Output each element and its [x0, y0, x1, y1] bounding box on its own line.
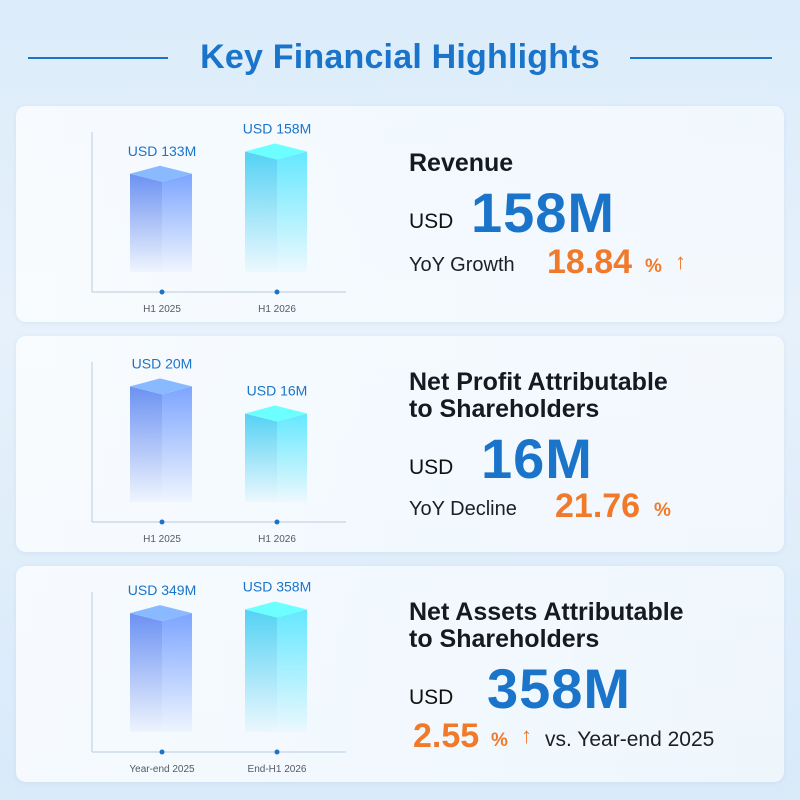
title-divider-left [28, 57, 168, 59]
tick-dot [274, 749, 280, 755]
x-tick-label: Year-end 2025 [129, 764, 195, 775]
data-label: USD 133M [128, 143, 196, 159]
assets-info: Net Assets Attributable to Shareholders … [409, 566, 779, 782]
metric-title-line1: Net Profit Attributable [409, 368, 668, 396]
bar [130, 605, 192, 732]
x-tick-label: End-H1 2026 [248, 764, 307, 775]
change-label: YoY Decline [409, 498, 517, 520]
tick-dot [274, 289, 280, 295]
percent-sign: % [645, 256, 662, 277]
bar [245, 143, 307, 272]
percent-sign: % [654, 500, 671, 521]
tick-dot [274, 519, 280, 525]
metric-value: 358M [487, 657, 632, 720]
change-suffix: vs. Year-end 2025 [545, 728, 715, 751]
currency-label: USD [409, 456, 454, 479]
profit-info: Net Profit Attributable to Shareholders … [409, 336, 779, 552]
bar [245, 405, 307, 502]
x-tick-label: H1 2025 [143, 534, 181, 545]
change-value: 2.55 [413, 717, 480, 755]
data-label: USD 158M [243, 121, 311, 137]
assets-card: USD 349M Year-end 2025 USD 358M End-H1 2026… [16, 566, 784, 782]
profit-card: USD 20M H1 2025 USD 16M H1 2026 Net Profit … [16, 336, 784, 552]
revenue-chart: USD 133M H1 2025 USD 158M H1 2026 [91, 121, 346, 315]
data-label: USD 358M [243, 579, 311, 595]
metric-value: 16M [481, 427, 593, 490]
profit-chart: USD 20M H1 2025 USD 16M H1 2026 [91, 355, 346, 545]
data-label: USD 20M [132, 355, 193, 371]
percent-sign: % [491, 730, 508, 751]
assets-chart: USD 349M Year-end 2025 USD 358M End-H1 2026 [91, 579, 346, 775]
metric-title-line2: to Shareholders [409, 625, 600, 653]
tick-dot [159, 749, 165, 755]
data-label: USD 16M [247, 383, 308, 399]
metric-value: 158M [471, 181, 616, 244]
bar [130, 165, 192, 272]
change-value: 18.84 [547, 243, 633, 281]
metric-title-line2: to Shareholders [409, 395, 600, 423]
x-tick-label: H1 2026 [258, 304, 296, 315]
arrow-up-icon: ↑ [521, 723, 532, 748]
revenue-info: Revenue USD 158M YoY Growth 18.84 % ↑ [409, 106, 779, 322]
change-label: YoY Growth [409, 254, 515, 276]
title-divider-right [630, 57, 772, 59]
metric-title-line1: Net Assets Attributable [409, 598, 684, 626]
x-tick-label: H1 2026 [258, 534, 296, 545]
currency-label: USD [409, 686, 454, 709]
tick-dot [159, 289, 165, 295]
page-title: Key Financial Highlights [200, 38, 600, 76]
currency-label: USD [409, 210, 454, 233]
bar [130, 378, 192, 502]
change-value: 21.76 [555, 487, 641, 525]
data-label: USD 349M [128, 582, 196, 598]
arrow-up-icon: ↑ [675, 249, 686, 274]
metric-title: Revenue [409, 149, 514, 177]
title-banner: Key Financial Highlights [0, 30, 800, 86]
x-tick-label: H1 2025 [143, 304, 181, 315]
bar [245, 601, 307, 732]
revenue-card: USD 133M H1 2025 USD 158M H1 2026 Revenue U… [16, 106, 784, 322]
tick-dot [159, 519, 165, 525]
